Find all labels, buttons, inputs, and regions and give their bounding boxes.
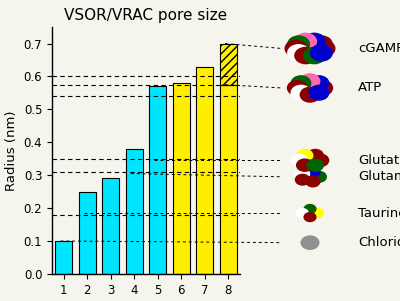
Text: Taurine: Taurine: [358, 206, 400, 219]
Text: cGAMP: cGAMP: [358, 42, 400, 55]
Text: Glutathione: Glutathione: [358, 154, 400, 167]
Bar: [220, 44, 237, 85]
Bar: [149, 86, 166, 274]
Bar: [220, 85, 237, 274]
Bar: [196, 67, 213, 274]
Bar: [173, 83, 190, 274]
Text: Chloride: Chloride: [358, 236, 400, 249]
Bar: [55, 241, 72, 274]
Text: ATP: ATP: [358, 82, 382, 95]
Title: VSOR/VRAC pore size: VSOR/VRAC pore size: [64, 8, 228, 23]
Y-axis label: Radius (nm): Radius (nm): [5, 110, 18, 191]
Bar: [126, 149, 143, 274]
Bar: [79, 192, 96, 274]
Text: Glutamate: Glutamate: [358, 170, 400, 183]
Bar: [102, 178, 119, 274]
